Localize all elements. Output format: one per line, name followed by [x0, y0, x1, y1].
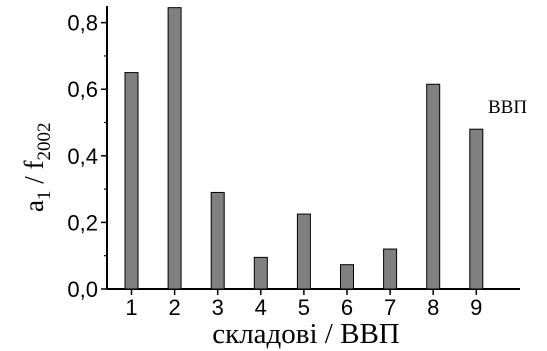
- bars-group: [124, 7, 484, 290]
- x-tick-label: 4: [255, 295, 267, 320]
- x-tick-label: 1: [125, 295, 137, 320]
- bar-1: [124, 72, 139, 290]
- y-axis-title-f-sub: 2002: [34, 123, 55, 161]
- y-axis-title-sep: / f: [19, 161, 49, 191]
- bar-5: [296, 213, 311, 290]
- x-tick-label: 7: [384, 295, 396, 320]
- x-tick-label: 6: [341, 295, 353, 320]
- y-axis-title-a: a: [19, 200, 49, 212]
- bar-4: [253, 256, 268, 290]
- bar-annotation: ВВП: [488, 97, 527, 118]
- x-tick-label: 9: [470, 295, 482, 320]
- bar-3: [210, 191, 225, 290]
- y-axis-title: a1 / f2002: [19, 123, 55, 212]
- x-tick-label: 2: [168, 295, 180, 320]
- x-ticks-group: 1 2 3 4 5 6 7 8 9: [125, 289, 482, 320]
- bar-7: [383, 248, 398, 290]
- y-tick-label: 0,8: [67, 11, 98, 36]
- bar-6: [340, 264, 354, 290]
- y-tick-label: 0,2: [67, 210, 98, 235]
- x-tick-label: 3: [212, 295, 224, 320]
- x-tick-label: 8: [427, 295, 439, 320]
- y-ticks-group: 0,0 0,2 0,4 0,6 0,8: [67, 11, 107, 302]
- bar-9: [469, 128, 484, 290]
- y-tick-label: 0,0: [67, 277, 98, 302]
- x-tick-label: 5: [298, 295, 310, 320]
- bar-2: [167, 7, 182, 290]
- y-tick-label: 0,6: [67, 77, 98, 102]
- bar-8: [426, 83, 441, 290]
- y-axis-title-a-sub: 1: [34, 191, 55, 201]
- x-axis-title: складові / ВВП: [212, 318, 400, 350]
- y-tick-label: 0,4: [67, 144, 98, 169]
